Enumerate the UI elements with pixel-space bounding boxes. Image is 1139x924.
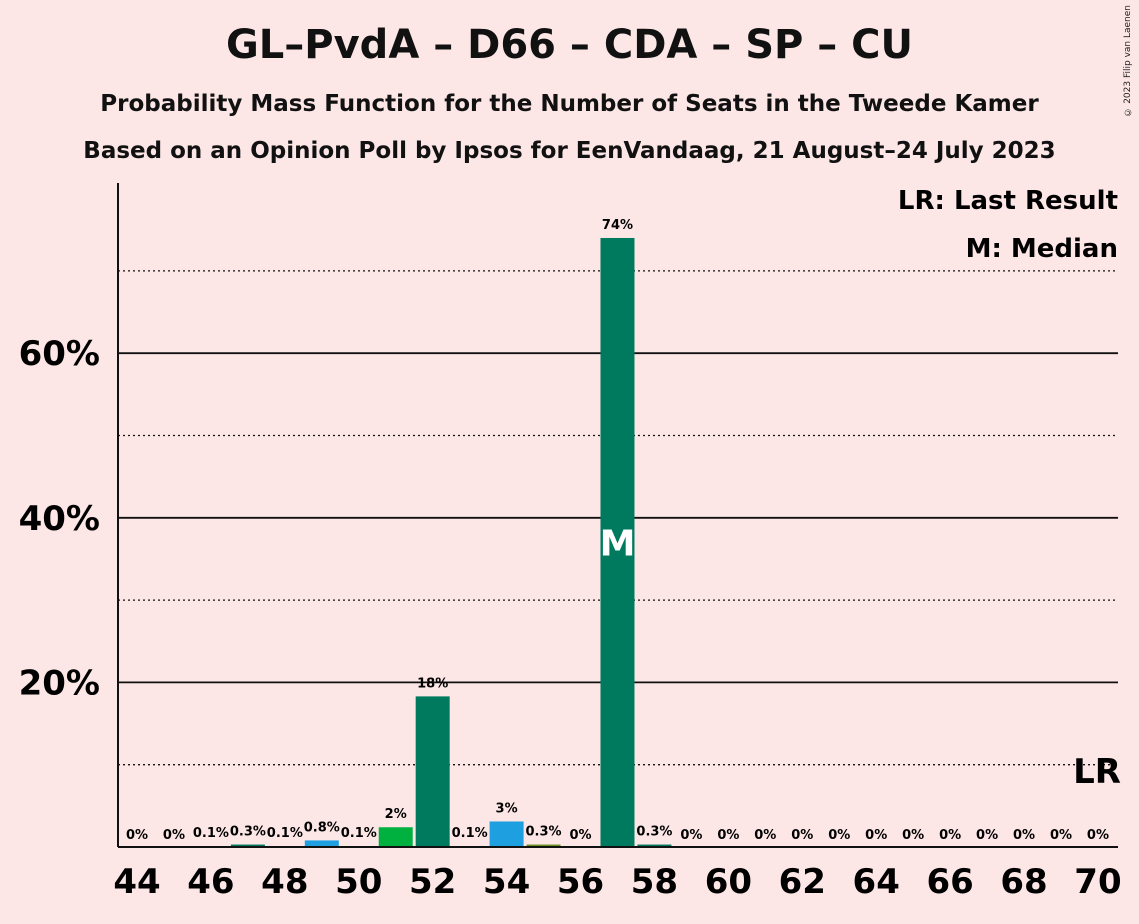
data-label: 0.3% — [636, 825, 672, 840]
data-label: 0% — [791, 828, 813, 843]
bar — [637, 844, 672, 847]
data-label: 0% — [754, 828, 776, 843]
data-label: 0% — [1013, 828, 1035, 843]
data-label: 0.1% — [267, 826, 303, 841]
y-tick-label: 40% — [19, 499, 100, 539]
data-label: 0% — [680, 828, 702, 843]
data-label: 0% — [865, 828, 887, 843]
bars-group — [193, 237, 672, 848]
data-label: 18% — [417, 676, 448, 691]
data-label: 2% — [385, 807, 407, 822]
data-label: 0% — [569, 828, 591, 843]
data-label: 0% — [1087, 828, 1109, 843]
data-label: 0% — [163, 828, 185, 843]
data-label: 0% — [1050, 828, 1072, 843]
data-label: 0% — [717, 828, 739, 843]
x-tick-label: 66 — [926, 862, 973, 902]
median-marker: M — [600, 523, 636, 564]
x-tick-label: 60 — [705, 862, 752, 902]
y-tick-labels: 20% 40% 60% — [19, 334, 100, 703]
data-label: 0.3% — [230, 825, 266, 840]
bar — [526, 844, 561, 847]
data-label: 3% — [496, 801, 518, 816]
x-tick-label: 50 — [335, 862, 382, 902]
data-label: 0.1% — [193, 826, 229, 841]
bar — [489, 821, 524, 847]
chart-title: GL–PvdA – D66 – CDA – SP – CU — [225, 22, 914, 68]
bar — [304, 840, 339, 847]
x-tick-label: 56 — [557, 862, 604, 902]
chart-subtitle: Probability Mass Function for the Number… — [100, 91, 1039, 117]
data-label: 0% — [939, 828, 961, 843]
legend-median: M: Median — [966, 234, 1118, 264]
x-tick-label: 70 — [1074, 862, 1121, 902]
y-tick-label: 60% — [19, 334, 100, 374]
last-result-marker: LR — [1073, 752, 1121, 792]
chart-source-subtitle: Based on an Opinion Poll by Ipsos for Ee… — [83, 138, 1056, 164]
bar — [600, 237, 635, 848]
x-tick-label: 68 — [1000, 862, 1047, 902]
data-labels-group: 0% 0% 0.1% 0.3% 0.1% 0.8% 0.1%2%18%0.1%3%0.3% 0… — [126, 218, 1121, 843]
bar — [378, 827, 413, 847]
axes-group — [117, 183, 1118, 848]
x-tick-label: 46 — [187, 862, 234, 902]
x-tick-label: 44 — [113, 862, 160, 902]
x-tick-label: 48 — [261, 862, 308, 902]
bar — [415, 696, 450, 847]
data-label: 0% — [126, 828, 148, 843]
x-tick-label: 54 — [483, 862, 530, 902]
legend-last-result: LR: Last Result — [898, 186, 1118, 216]
data-label: 0.8% — [304, 820, 340, 835]
bar — [230, 844, 265, 847]
x-tick-labels: 44 46 48 50 52 54 56 58 60 62 64 66 68 70 — [113, 862, 1121, 902]
data-label: 0.1% — [341, 826, 377, 841]
data-label: 0% — [976, 828, 998, 843]
x-tick-label: 58 — [631, 862, 678, 902]
y-tick-label: 20% — [19, 663, 100, 703]
data-label: 0.1% — [452, 826, 488, 841]
data-label: 0.3% — [526, 825, 562, 840]
x-tick-label: 64 — [853, 862, 900, 902]
data-label: 0% — [828, 828, 850, 843]
data-label: 0% — [902, 828, 924, 843]
data-label: 74% — [602, 218, 633, 233]
x-tick-label: 62 — [779, 862, 826, 902]
x-tick-label: 52 — [409, 862, 456, 902]
